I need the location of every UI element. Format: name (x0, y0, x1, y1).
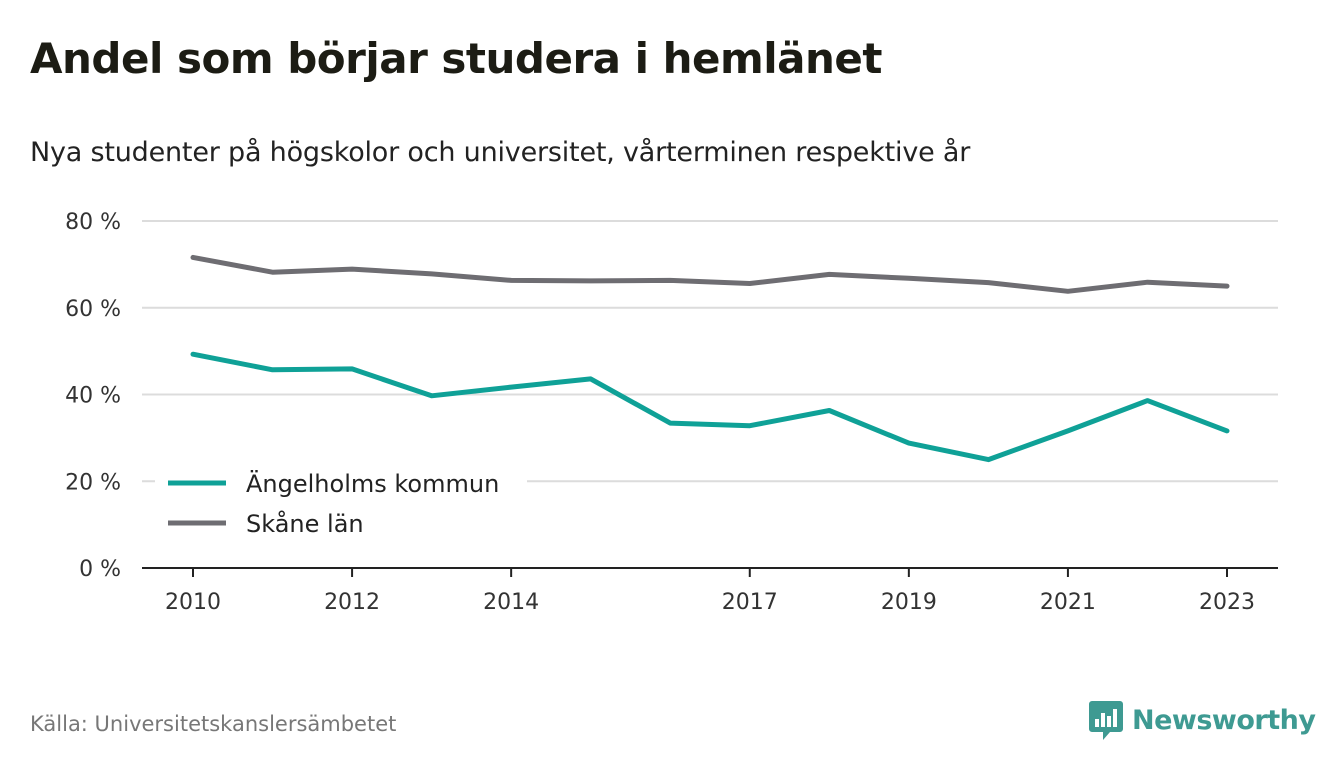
legend-label: Skåne län (246, 509, 364, 538)
legend-background (155, 460, 527, 550)
chart-subtitle: Nya studenter på högskolor och universit… (30, 137, 971, 168)
y-tick-label: 0 % (79, 557, 121, 582)
source-note: Källa: Universitetskanslersämbetet (30, 712, 397, 736)
chart-bubble-icon (1089, 701, 1123, 740)
line-chart: 0 % 20 % 40 % 60 % 80 % 2010 2012 2014 2017 2019… (65, 210, 1278, 615)
x-tick-label: 2019 (881, 590, 937, 615)
x-tick-label: 2010 (165, 590, 221, 615)
x-tick-label: 2021 (1040, 590, 1096, 615)
y-tick-label: 20 % (65, 470, 121, 495)
brand-logo: Newsworthy (1088, 698, 1316, 742)
gridlines (142, 220, 1278, 483)
y-tick-label: 80 % (65, 210, 121, 235)
y-tick-label: 60 % (65, 297, 121, 322)
x-axis-ticks: 2010 2012 2014 2017 2019 2021 2023 (165, 568, 1255, 615)
legend: Ängelholms kommun Skåne län (155, 460, 527, 550)
chart-title: Andel som börjar studera i hemlänet (30, 34, 883, 83)
legend-label: Ängelholms kommun (246, 469, 499, 498)
x-tick-label: 2012 (324, 590, 380, 615)
brand-name: Newsworthy (1132, 704, 1316, 736)
x-tick-label: 2014 (483, 590, 539, 615)
y-axis-ticks: 0 % 20 % 40 % 60 % 80 % (65, 210, 121, 582)
series-lines (190, 254, 1230, 463)
y-tick-label: 40 % (65, 384, 121, 409)
series-line (190, 254, 1230, 294)
series-line (190, 351, 1230, 463)
x-tick-label: 2017 (722, 590, 778, 615)
x-tick-label: 2023 (1199, 590, 1255, 615)
